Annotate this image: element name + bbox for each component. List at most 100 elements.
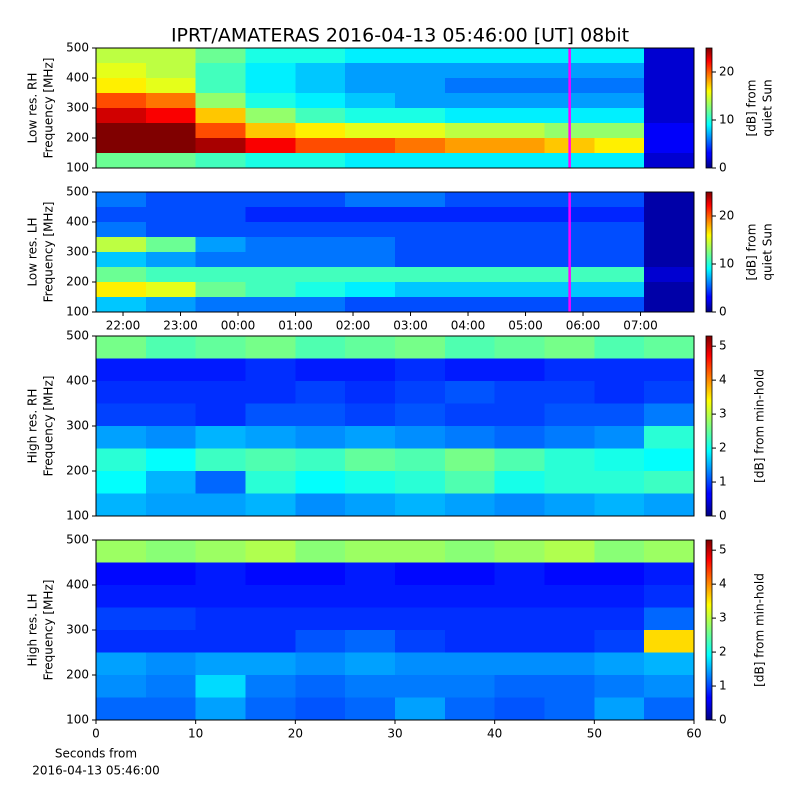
- heatmap-cell: [195, 153, 246, 169]
- heatmap-cell: [444, 78, 496, 94]
- heatmap-cell: [295, 297, 346, 313]
- heatmap-cell: [494, 697, 545, 721]
- heatmap-cell: [345, 540, 396, 563]
- heatmap-cell: [594, 652, 645, 676]
- heatmap-cell: [245, 63, 296, 79]
- heatmap-cell: [195, 93, 246, 109]
- heatmap-cell: [444, 282, 496, 298]
- heatmap-cell: [145, 222, 197, 238]
- heatmap-cell: [96, 675, 147, 698]
- heatmap-cell: [245, 358, 296, 382]
- y-axis-label: Frequency [MHz]: [42, 58, 56, 159]
- heatmap-cell: [195, 652, 246, 676]
- heatmap-cell: [245, 222, 296, 238]
- heatmap-cell: [444, 471, 496, 494]
- heatmap-cell: [594, 282, 645, 298]
- heatmap-cell: [96, 207, 147, 223]
- heatmap-cell: [195, 222, 246, 238]
- y-axis-label: High res. LH: [26, 593, 40, 666]
- heatmap-cell: [96, 78, 147, 94]
- heatmap-cell: [295, 540, 346, 563]
- heatmap-cell: [345, 675, 396, 698]
- heatmap-cell: [295, 252, 346, 268]
- heatmap-cell: [444, 652, 496, 676]
- heatmap-cell: [544, 540, 595, 563]
- heatmap-cell: [444, 448, 496, 472]
- y-tick-label: 200: [66, 131, 89, 145]
- heatmap-cell: [345, 336, 396, 359]
- heatmap-cell: [444, 48, 496, 64]
- heatmap-cell: [644, 48, 695, 64]
- heatmap-cell: [345, 123, 396, 139]
- heatmap-cell: [644, 652, 695, 676]
- heatmap-cell: [345, 282, 396, 298]
- heatmap-cell: [395, 471, 446, 494]
- heatmap-cell: [245, 675, 296, 698]
- heatmap-cell: [594, 153, 645, 169]
- heatmap-cell: [245, 426, 296, 449]
- heatmap-cell: [295, 493, 346, 517]
- heatmap-cell: [96, 93, 147, 109]
- heatmap-cell: [96, 123, 147, 139]
- heatmap-cell: [145, 282, 197, 298]
- heatmap-cell: [494, 78, 545, 94]
- heatmap-cell: [96, 222, 147, 238]
- heatmap-cell: [245, 192, 296, 208]
- heatmap-cell: [594, 562, 645, 586]
- heatmap-cell: [644, 471, 695, 494]
- heatmap-cell: [494, 237, 545, 253]
- colorbar: [705, 539, 713, 721]
- heatmap-cell: [195, 123, 246, 139]
- x-tick-label: 03:00: [393, 319, 428, 333]
- heatmap-cell: [295, 381, 346, 404]
- heatmap-cell: [594, 78, 645, 94]
- heatmap-cell: [494, 471, 545, 494]
- heatmap-cell: [245, 652, 296, 676]
- heatmap-cell: [96, 192, 147, 208]
- heatmap-cell: [195, 267, 246, 283]
- heatmap-cell: [195, 697, 246, 721]
- heatmap-cell: [295, 697, 346, 721]
- heatmap-cell: [494, 192, 545, 208]
- heatmap-cell: [395, 237, 446, 253]
- heatmap-cell: [96, 540, 147, 563]
- heatmap-cell: [494, 336, 545, 359]
- heatmap-cell: [644, 93, 695, 109]
- heatmap-cell: [494, 153, 545, 169]
- y-tick-label: 200: [66, 275, 89, 289]
- heatmap-cell: [195, 138, 246, 154]
- heatmap-cell: [644, 108, 695, 124]
- heatmap-cell: [96, 630, 147, 653]
- colorbar-tick-label: 0: [719, 713, 727, 727]
- heatmap-cell: [96, 403, 147, 427]
- heatmap-cell: [544, 652, 595, 676]
- heatmap-cell: [145, 381, 197, 404]
- heatmap-cell: [594, 192, 645, 208]
- heatmap-cell: [494, 48, 545, 64]
- heatmap-cell: [644, 540, 695, 563]
- heatmap-cell: [594, 426, 645, 449]
- heatmap-cell: [295, 426, 346, 449]
- y-tick-label: 100: [66, 161, 89, 175]
- heatmap-cell: [594, 448, 645, 472]
- heatmap-cell: [395, 222, 446, 238]
- heatmap-cell: [444, 607, 496, 631]
- heatmap-cell: [494, 675, 545, 698]
- x-tick-label: 0: [92, 727, 100, 741]
- heatmap-cell: [444, 207, 496, 223]
- heatmap-cell: [395, 448, 446, 472]
- heatmap-cell: [444, 630, 496, 653]
- heatmap-cell: [594, 222, 645, 238]
- heatmap-cell: [295, 123, 346, 139]
- heatmap-cell: [145, 585, 197, 608]
- heatmap-cell: [594, 493, 645, 517]
- heatmap-cell: [395, 297, 446, 313]
- y-tick-label: 300: [66, 419, 89, 433]
- heatmap-cell: [245, 540, 296, 563]
- heatmap-cell: [345, 448, 396, 472]
- heatmap-cell: [345, 697, 396, 721]
- heatmap-cell: [195, 192, 246, 208]
- colorbar: [705, 47, 713, 169]
- heatmap-cell: [444, 426, 496, 449]
- heatmap-cell: [195, 493, 246, 517]
